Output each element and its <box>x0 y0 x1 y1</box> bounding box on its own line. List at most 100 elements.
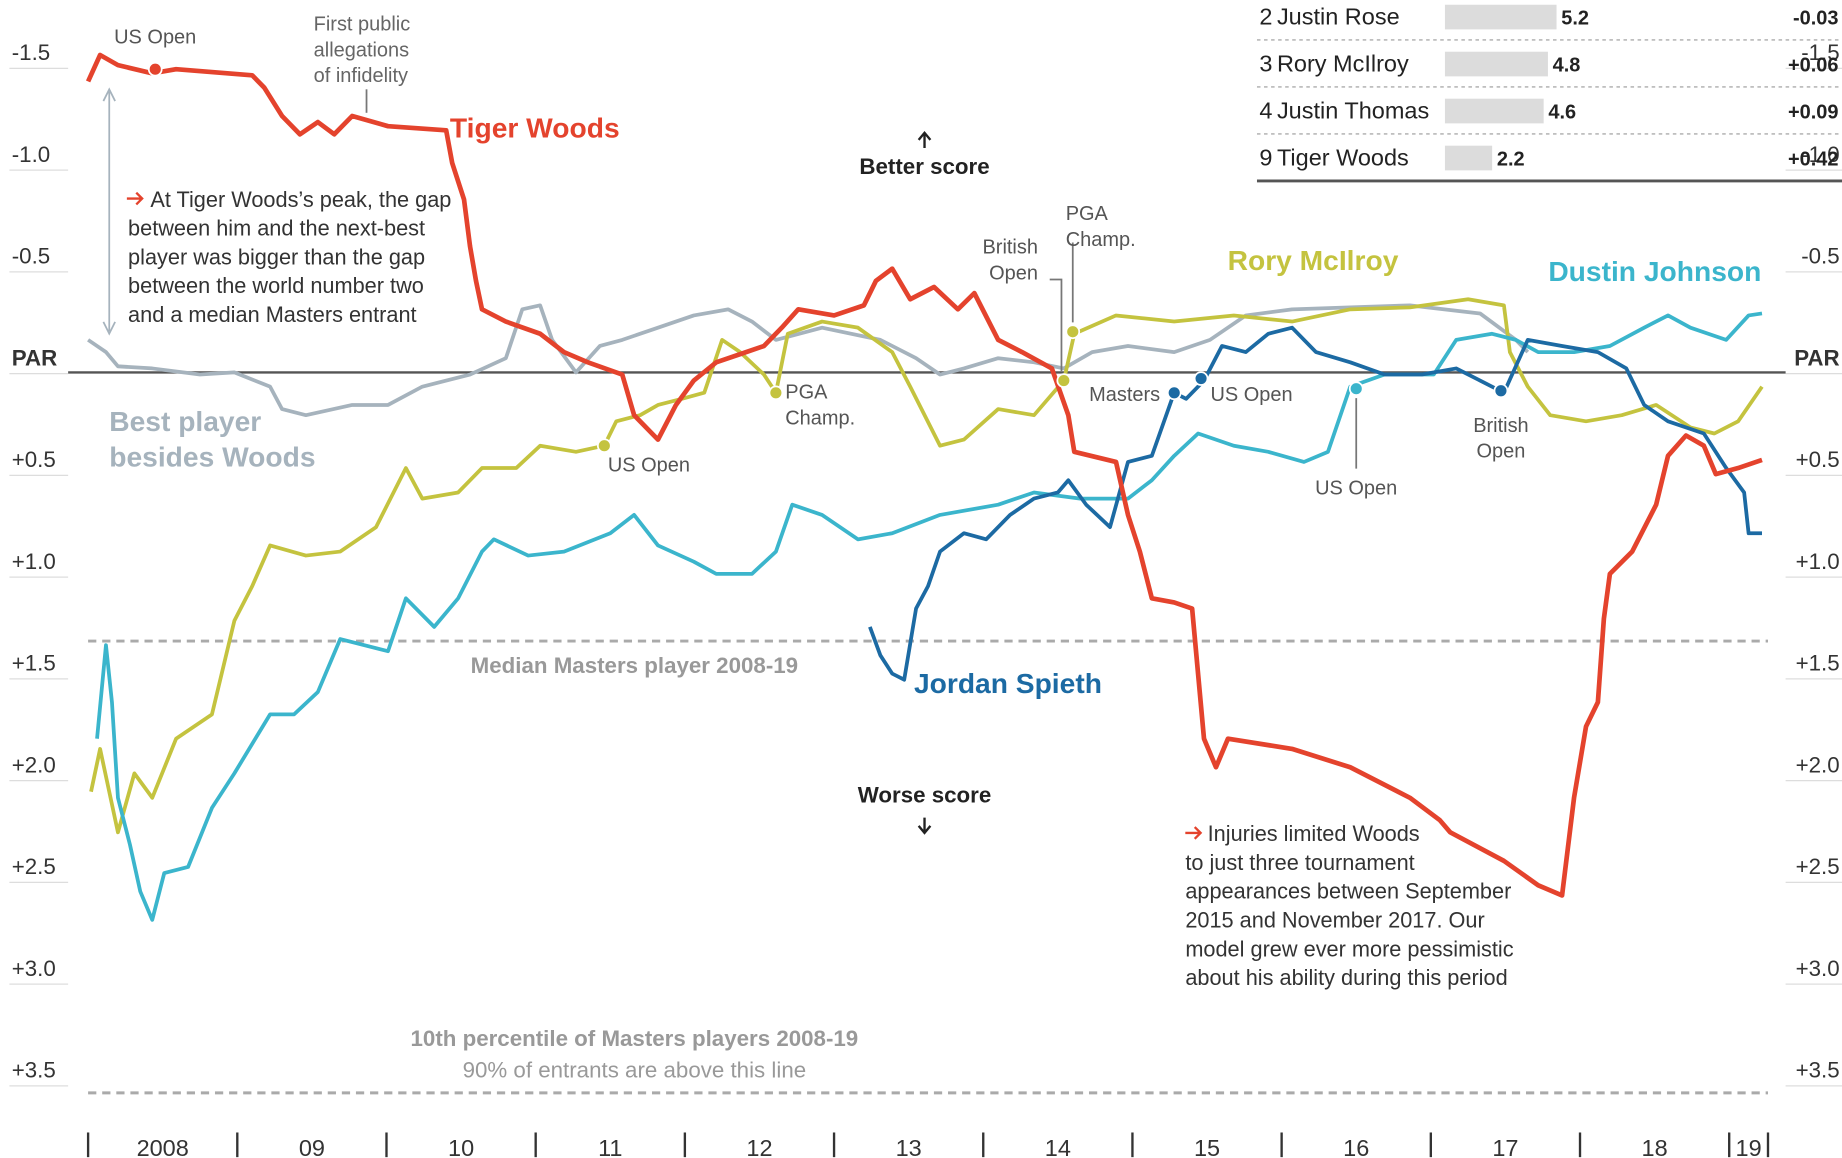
y-tick-label-right: +3.0 <box>1796 956 1840 981</box>
x-tick-label: 18 <box>1642 1135 1668 1158</box>
event-dot <box>1348 381 1364 397</box>
table-change: -0.03 <box>1793 8 1839 30</box>
injury-note: to just three tournament <box>1185 850 1414 875</box>
event-dot <box>1193 371 1209 386</box>
event-dot <box>1493 383 1509 399</box>
event-leader <box>1049 278 1063 372</box>
series-label-box: Best player besides Woods <box>109 406 315 473</box>
series-label-box: Rory McIlroy <box>1227 245 1399 278</box>
table-value: 5.2 <box>1561 8 1589 30</box>
x-tick-label: 14 <box>1045 1135 1071 1158</box>
reference-label: 10th percentile of Masters players 2008-… <box>411 1026 859 1051</box>
event-dot <box>1056 373 1072 388</box>
peak-note: between the world number two <box>128 273 424 298</box>
infidelity-note: First public <box>314 14 411 36</box>
peak-note: and a median Masters entrant <box>128 302 417 327</box>
series-label-box: Jordan Spieth <box>914 668 1102 700</box>
event-label: Champ. <box>1066 229 1136 251</box>
y-tick-label: +0.5 <box>12 447 56 472</box>
y-tick-label-right: -0.5 <box>1801 244 1839 269</box>
y-tick-label: +2.0 <box>12 752 56 777</box>
series-line <box>95 311 1763 922</box>
note-arrow <box>126 191 144 206</box>
table-value: 4.8 <box>1553 55 1581 77</box>
y-tick-label-right: +2.5 <box>1796 854 1840 879</box>
event-dot <box>1166 385 1182 401</box>
series-label: Tiger Woods <box>449 112 620 145</box>
x-tick-label: 2008 <box>137 1135 189 1158</box>
event-label: US Open <box>1315 477 1397 499</box>
y-tick-label: PAR <box>12 345 57 370</box>
table-change: +0.09 <box>1788 102 1839 124</box>
y-tick-label: +1.0 <box>12 549 56 574</box>
table-rank: 9 <box>1259 145 1272 171</box>
event-label: Masters <box>1089 384 1160 406</box>
event-label: US Open <box>1210 384 1292 406</box>
event-label: Open <box>1477 441 1526 463</box>
note-arrow <box>1185 826 1203 840</box>
y-tick-label: +2.5 <box>12 854 56 879</box>
table-bar <box>1444 51 1548 77</box>
event-label: British <box>1473 415 1528 437</box>
event-dot <box>596 438 612 454</box>
x-tick-label: 16 <box>1343 1135 1369 1158</box>
x-tick-label: 11 <box>598 1135 622 1158</box>
reference-label: Median Masters player 2008-19 <box>471 653 798 678</box>
series-label-box: Tiger Woods <box>449 112 620 145</box>
y-tick-label: +3.5 <box>12 1058 56 1083</box>
x-tick-label: 13 <box>896 1135 922 1158</box>
y-tick-label-right: +2.0 <box>1796 752 1840 777</box>
y-tick-label-right: +1.5 <box>1796 651 1840 676</box>
down-arrow <box>917 817 932 835</box>
event-label: PGA <box>1066 203 1109 225</box>
event-label: Open <box>989 263 1038 285</box>
reference-sublabel: 90% of entrants are above this line <box>463 1058 807 1083</box>
table-change: +0.42 <box>1788 149 1839 171</box>
table-bar <box>1444 98 1544 124</box>
y-tick-label: -1.5 <box>12 40 50 65</box>
y-tick-label-right: -1.0 <box>1801 142 1839 167</box>
x-tick-label: 09 <box>299 1135 325 1158</box>
peak-note: At Tiger Woods’s peak, the gap <box>150 187 451 212</box>
better-label: Better score <box>859 154 989 179</box>
table-change: +0.06 <box>1788 55 1839 77</box>
y-tick-label: +3.0 <box>12 956 56 981</box>
x-tick-label: 12 <box>746 1135 772 1158</box>
table-name: Tiger Woods <box>1277 145 1409 171</box>
series-label-box: Dustin Johnson <box>1548 256 1761 288</box>
series-line <box>87 303 1530 418</box>
gap-arrow <box>102 87 116 336</box>
worse-label: Worse score <box>858 782 992 807</box>
table-rank: 4 <box>1259 98 1272 124</box>
y-tick-label-right: +0.5 <box>1796 447 1840 472</box>
table-bar <box>1444 4 1557 30</box>
infidelity-note: of infidelity <box>314 65 408 87</box>
table-value: 4.6 <box>1548 102 1576 124</box>
x-tick-label: 17 <box>1492 1135 1518 1158</box>
event-label: British <box>982 237 1037 259</box>
y-tick-label: -0.5 <box>12 244 50 269</box>
up-arrow <box>917 130 932 149</box>
event-dot <box>768 385 784 401</box>
y-tick-label-right: -1.5 <box>1801 40 1839 65</box>
event-dot <box>147 61 163 77</box>
y-tick-label-right: +3.5 <box>1796 1058 1840 1083</box>
table-bar <box>1444 145 1493 171</box>
table-name: Rory McIlroy <box>1277 51 1409 77</box>
event-label: US Open <box>114 26 196 48</box>
event-label: US Open <box>608 455 690 477</box>
table-name: Justin Rose <box>1277 4 1400 30</box>
table-name: Justin Thomas <box>1277 98 1429 124</box>
injury-note: model grew ever more pessimistic <box>1185 936 1513 961</box>
table-rank: 2 <box>1259 4 1272 30</box>
series-label: Rory McIlroy <box>1227 245 1399 278</box>
infidelity-note: allegations <box>314 39 409 61</box>
series-line <box>85 52 1763 898</box>
injury-note: about his ability during this period <box>1185 965 1507 990</box>
y-tick-label-right: +1.0 <box>1796 549 1840 574</box>
y-tick-label-right: PAR <box>1794 345 1839 370</box>
event-label: Champ. <box>785 408 855 430</box>
peak-note: player was bigger than the gap <box>128 244 425 269</box>
